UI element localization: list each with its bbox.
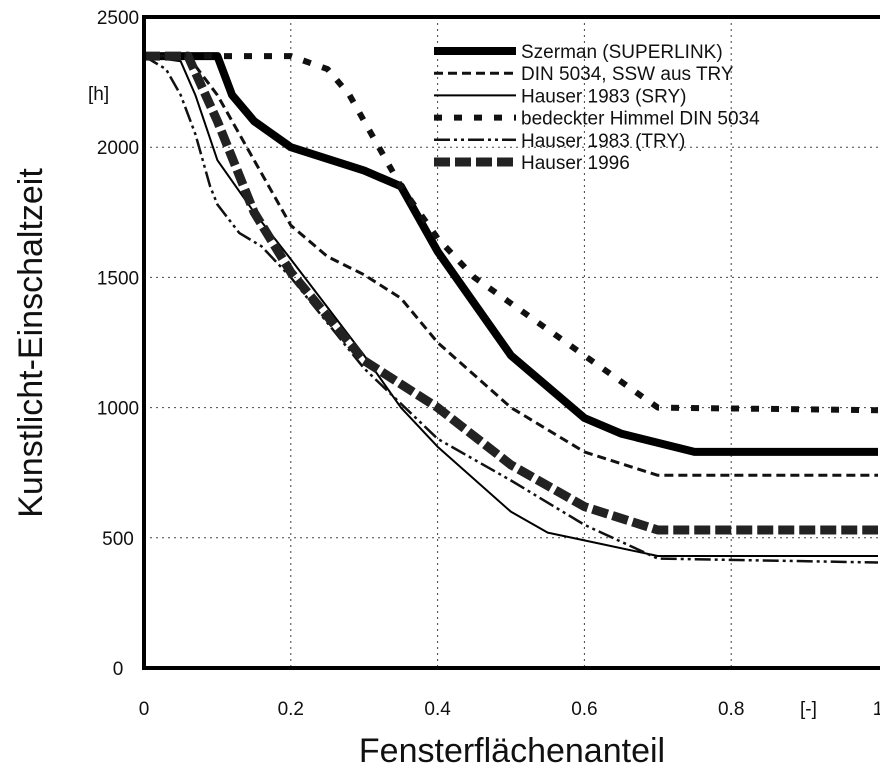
x-unit-label: [-] [800,699,817,720]
x-tick-label: 0.2 [278,699,304,720]
grid [144,17,878,668]
series-line-hauser-1983-try [143,55,879,564]
legend-label: bedeckter Himmel DIN 5034 [521,109,760,130]
legend-label: Hauser 1996 [521,153,630,174]
x-tick-label: 0.8 [718,699,744,720]
y-tick-label: 2500 [97,8,139,29]
series-line-szerman-superlink [144,52,878,456]
y-unit-label: [h] [88,84,109,105]
legend-label: Hauser 1983 (TRY) [521,131,685,152]
series-line-bedeckter-himmel-din-5034 [144,53,879,414]
series-line-hauser-1983-sry [143,55,878,557]
legend-label: Szerman (SUPERLINK) [521,42,723,63]
plot-frame [142,15,880,670]
ticks: 0 500 1000 1500 2000 2500 0 0.2 0.4 0.6 0.8 1 [97,8,880,720]
x-tick-label: 0.4 [424,699,451,720]
series-layer [143,51,879,564]
x-tick-label: 0.6 [571,699,597,720]
series-line-din-5034-ssw-aus-try [144,54,878,477]
legend: Szerman (SUPERLINK)DIN 5034, SSW aus TRY… [434,42,760,174]
x-axis-title: Fensterflächenanteil [359,732,665,770]
legend-label: DIN 5034, SSW aus TRY [521,64,734,85]
x-tick-label: 0 [139,699,150,720]
x-tick-label: 1 [873,699,880,720]
series-line-hauser-1996 [144,51,878,535]
y-tick-label: 1000 [97,399,139,420]
y-tick-label: 2000 [97,138,139,159]
legend-label: Hauser 1983 (SRY) [521,86,686,107]
y-tick-label: 1500 [97,268,139,289]
y-axis-title: Kunstlicht-Einschaltzeit [12,168,50,518]
y-tick-label: 0 [113,659,124,680]
y-tick-label: 500 [102,529,134,550]
